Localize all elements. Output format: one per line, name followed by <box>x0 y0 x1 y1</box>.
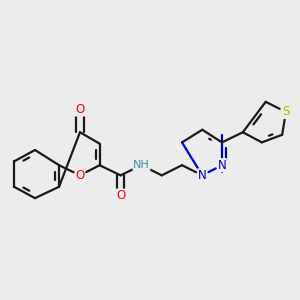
Text: O: O <box>75 103 85 116</box>
Text: N: N <box>198 169 207 182</box>
Text: NH: NH <box>133 160 150 170</box>
Text: O: O <box>116 189 125 202</box>
Text: O: O <box>75 169 85 182</box>
Text: N: N <box>218 159 226 172</box>
Text: S: S <box>282 106 290 118</box>
